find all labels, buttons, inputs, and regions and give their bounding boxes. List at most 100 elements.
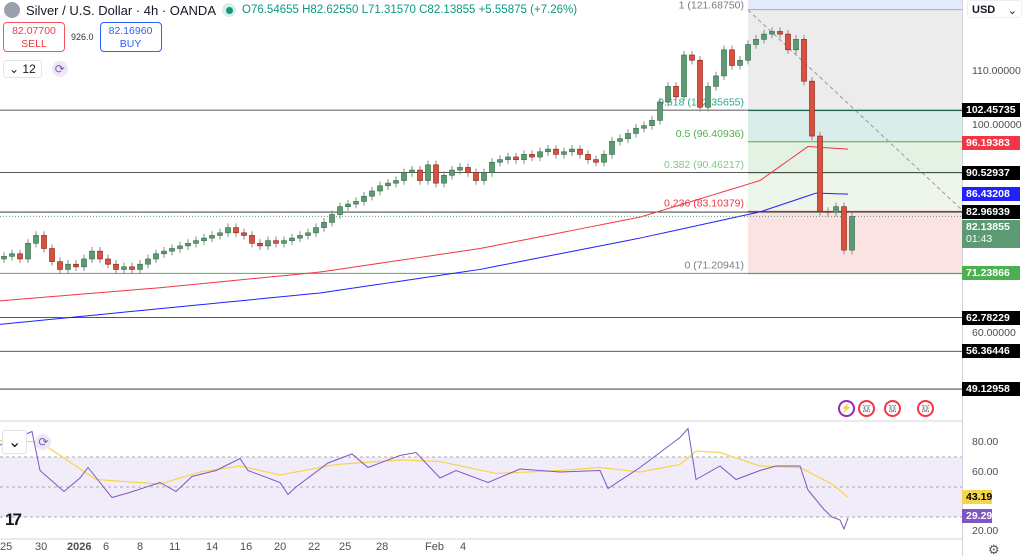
candle-body — [49, 248, 55, 262]
candle-body — [305, 232, 311, 236]
candle-body — [209, 235, 215, 239]
candle-body — [241, 232, 247, 236]
price-tick: 60.00000 — [972, 326, 1016, 339]
candle-body — [569, 148, 575, 153]
candle-body — [345, 203, 351, 207]
time-tick: 16 — [240, 541, 253, 553]
candle-body — [793, 39, 799, 51]
candle-body — [225, 227, 231, 234]
candle-body — [177, 245, 183, 249]
rsi-value-tag: 29.29 — [962, 509, 992, 523]
rsi-tick: 60.00 — [972, 466, 999, 478]
price-tag: 102.45735 — [962, 103, 1020, 118]
fib-label: 1 (121.68750) — [679, 0, 744, 12]
candle-body — [673, 86, 679, 98]
candle-body — [297, 235, 303, 239]
refresh-icon[interactable]: ⟳ — [51, 61, 68, 77]
candle-body — [657, 101, 663, 121]
time-tick: 4 — [460, 541, 467, 553]
us-flag-event-icon[interactable]: 🇺 — [917, 400, 934, 417]
candle-body — [825, 211, 831, 213]
candle-body — [65, 263, 71, 270]
candle-body — [249, 235, 255, 244]
rsi-collapse-toggle[interactable]: ⌄ — [2, 430, 28, 454]
moving-average-blue — [0, 192, 849, 325]
us-flag-event-icon[interactable]: 🇺 — [858, 400, 875, 417]
candle-body — [153, 253, 159, 260]
candle-body — [577, 148, 583, 155]
indicators-toggle[interactable]: ⌄ 12 — [3, 60, 42, 78]
time-tick: 28 — [376, 541, 389, 553]
candle-body — [409, 169, 415, 173]
candle-body — [113, 263, 119, 270]
candle-body — [25, 242, 31, 260]
candle-body — [201, 237, 207, 241]
fib-zone-fill — [748, 110, 962, 142]
candle-body — [529, 154, 535, 158]
rsi-refresh-icon[interactable]: ⟳ — [35, 434, 52, 450]
spread: 926.0 — [71, 32, 94, 42]
fib-zone-above — [748, 0, 962, 10]
indicators-bar: ⌄ 12 ⟳ — [3, 60, 68, 78]
candle-body — [361, 195, 367, 202]
settings-gear-icon[interactable]: ⚙ — [988, 542, 1000, 557]
buy-button[interactable]: 82.16960 BUY — [99, 22, 162, 52]
candle-body — [289, 237, 295, 241]
sell-label: SELL — [21, 38, 47, 50]
price-tick: 110.00000 — [972, 64, 1021, 77]
candle-body — [369, 190, 375, 197]
bar-countdown: 01:43 — [966, 233, 993, 246]
candle-body — [665, 86, 671, 103]
candle-body — [353, 201, 359, 205]
time-tick: 2026 — [67, 541, 92, 553]
currency-select[interactable]: USD ⌄ — [967, 0, 1022, 18]
ohlc-values: O76.54655 H82.62550 L71.31570 C82.13855 … — [242, 4, 578, 16]
candle-body — [265, 240, 271, 247]
candle-body — [521, 154, 527, 160]
candle-body — [185, 242, 191, 247]
candle-body — [433, 164, 439, 184]
candle-body — [257, 242, 263, 247]
candle-body — [601, 154, 607, 163]
candle-body — [785, 33, 791, 51]
candle-body — [337, 206, 343, 215]
candle-body — [41, 235, 47, 249]
candle-body — [545, 148, 551, 153]
candle-body — [849, 216, 855, 251]
candle-body — [625, 133, 631, 139]
candle-body — [17, 253, 23, 260]
tradingview-logo[interactable]: 17 — [5, 510, 22, 529]
candle-body — [833, 206, 839, 213]
candle-body — [505, 156, 511, 160]
candle-body — [57, 261, 63, 270]
candle-body — [537, 151, 543, 158]
candle-body — [473, 172, 479, 181]
candle-body — [145, 258, 151, 265]
candle-body — [737, 59, 743, 66]
candle-body — [817, 135, 823, 212]
candle-body — [809, 80, 815, 137]
fib-label: 0.382 (90.46217) — [664, 159, 744, 171]
candle-body — [841, 206, 847, 251]
price-chart[interactable]: 1 (121.68750)0.618 (102.35655)0.5 (96.40… — [0, 0, 962, 556]
candle-body — [217, 232, 223, 236]
candle-body — [385, 182, 391, 187]
candle-body — [393, 180, 399, 184]
indicator-count: 12 — [22, 62, 36, 76]
candle-body — [761, 33, 767, 40]
candle-body — [33, 235, 39, 244]
us-flag-event-icon[interactable]: 🇺 — [884, 400, 901, 417]
candle-body — [449, 169, 455, 176]
rsi-ma-line — [0, 439, 849, 498]
candle-body — [681, 54, 687, 98]
currency-label: USD — [972, 4, 996, 16]
candle-body — [137, 263, 143, 270]
event-lightning-icon[interactable]: ⚡ — [838, 400, 855, 417]
candle-body — [497, 159, 503, 163]
price-tag: 62.78229 — [962, 310, 1020, 325]
price-tag: 86.43208 — [962, 186, 1020, 201]
candle-body — [641, 125, 647, 129]
fib-zone-fill — [748, 141, 962, 173]
symbol-title[interactable]: Silver / U.S. Dollar · 4h · OANDA — [26, 2, 216, 18]
sell-button[interactable]: 82.07700 SELL — [3, 22, 65, 52]
